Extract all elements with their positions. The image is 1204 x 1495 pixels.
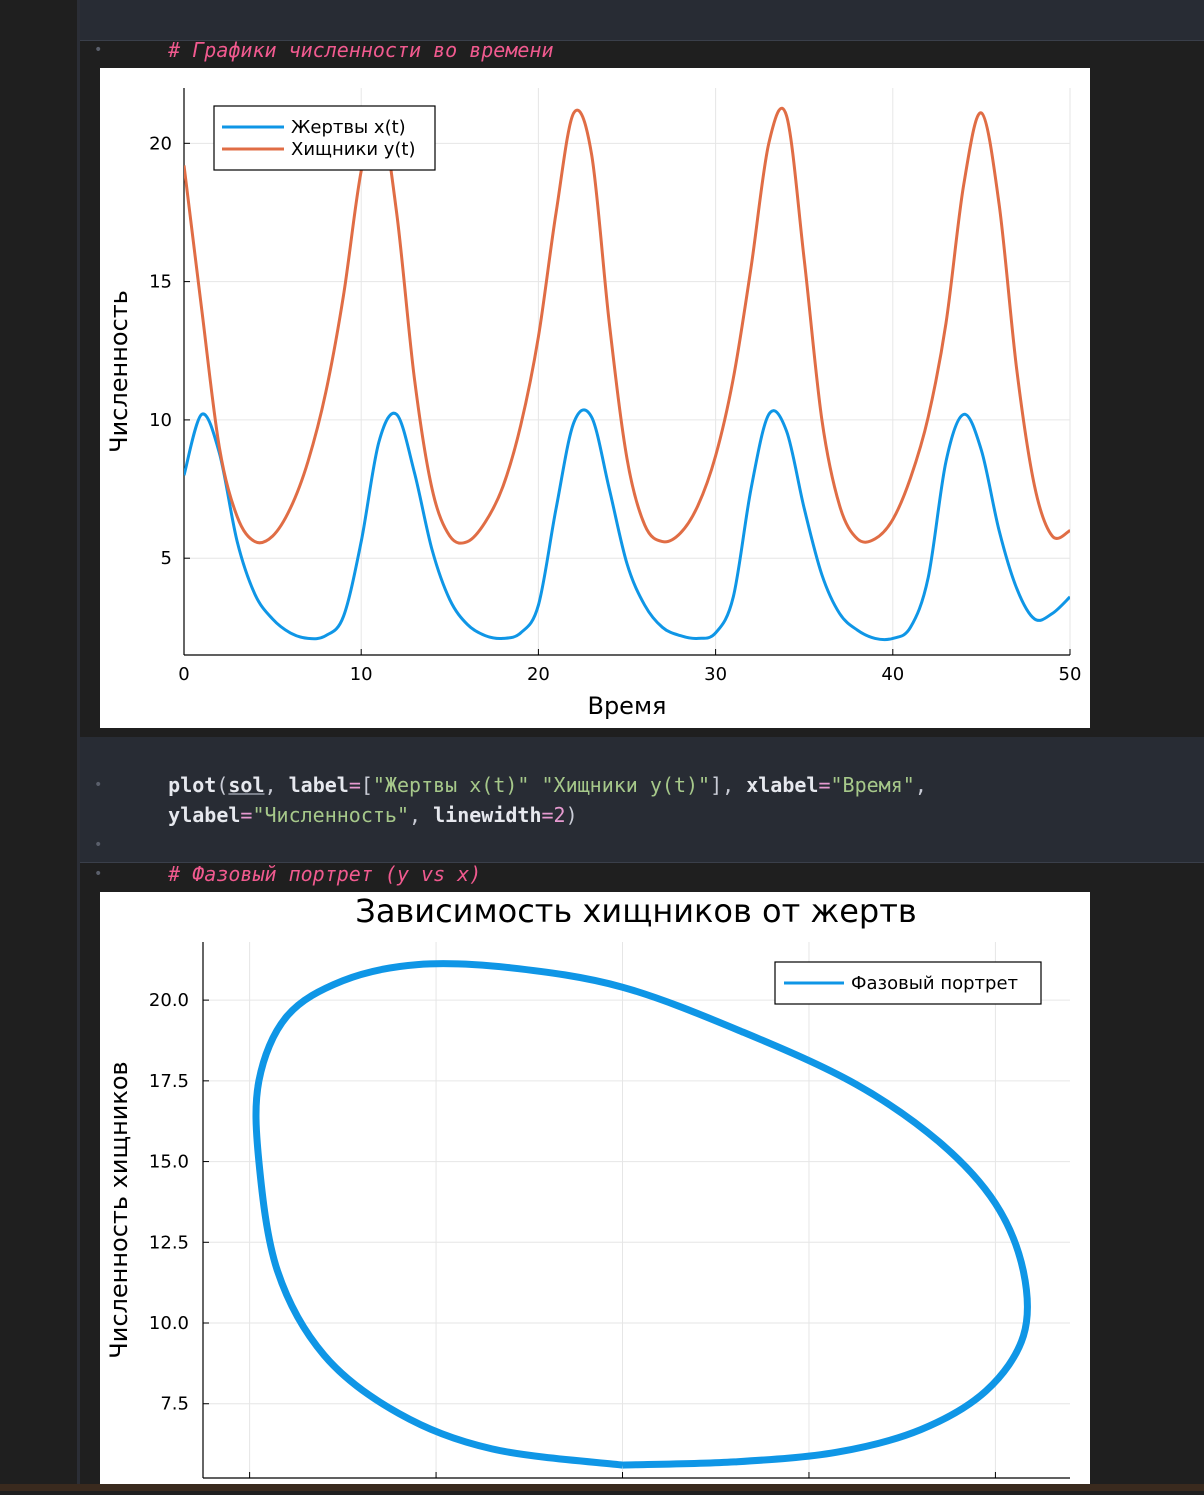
code-line: • # Графики численности во времени	[94, 5, 553, 62]
string-literal: "Численность"	[252, 803, 410, 827]
phase-curve	[252, 960, 1031, 1469]
x-tick-label: 50	[1059, 664, 1082, 685]
line-bullet-icon: •	[94, 42, 103, 58]
legend: Фазовый портрет	[774, 961, 1042, 1005]
comma: ,	[914, 773, 927, 797]
y-tick-label: 17.5	[149, 1071, 189, 1092]
phase-portrait-chart: 7.5 10.0 12.5 15.0 17.5 20.0 Зависимость хищни…	[105, 892, 1070, 1479]
keyword-arg: ylabel	[168, 803, 241, 827]
y-tick-label: 10.0	[149, 1313, 189, 1334]
y-axis-label: Численность	[105, 290, 133, 453]
x-axis-label: Время	[587, 692, 666, 720]
y-tick-label: 10	[149, 410, 172, 431]
y-tick-label: 12.5	[149, 1232, 189, 1253]
legend: Жертвы x(t)Хищники y(t)	[213, 105, 436, 171]
operator: =	[240, 803, 253, 827]
legend-label: Хищники y(t)	[291, 139, 416, 160]
y-tick-label: 20.0	[149, 990, 189, 1011]
line-bullet-icon: •	[94, 866, 103, 882]
y-tick-label: 7.5	[160, 1394, 189, 1415]
y-tick-label: 15	[149, 272, 172, 293]
comma: ,	[264, 773, 289, 797]
variable-name[interactable]: sol	[228, 773, 265, 797]
code-comment: # Фазовый портрет (y vs x)	[168, 862, 482, 886]
x-tick-label: 10	[350, 664, 373, 685]
operator: =	[541, 803, 554, 827]
bracket: [	[360, 773, 373, 797]
code-line-empty: •	[94, 800, 168, 853]
series-line-predator	[184, 106, 1070, 545]
y-tick-label: 5	[161, 548, 172, 569]
string-literal: "Время"	[830, 773, 915, 797]
code-comment: # Графики численности во времени	[168, 38, 554, 62]
keyword-arg: xlabel	[746, 773, 819, 797]
function-name: plot	[168, 773, 217, 797]
code-cell-plot[interactable]: • plot(sol, label=["Жертвы x(t)" "Хищники…	[80, 737, 1204, 886]
time-series-plot: 0 10 20 30 40 50 5 10 15 20 Время Численность Жертвы…	[100, 68, 1090, 728]
series-line-prey	[184, 408, 1070, 642]
code-line: • plot(sol, label=["Жертвы x(t)" "Хищники…	[94, 740, 927, 797]
notebook-cell-rail	[77, 0, 80, 1491]
keyword-arg: label	[288, 773, 349, 797]
code-line: • # Фазовый портрет (y vs x)	[94, 829, 481, 886]
time-series-chart: 0 10 20 30 40 50 5 10 15 20 Время Численность Жертвы…	[105, 88, 1082, 720]
line-bullet-icon: •	[94, 837, 103, 853]
phase-portrait-plot: 7.5 10.0 12.5 15.0 17.5 20.0 Зависимость хищни…	[100, 892, 1090, 1491]
y-axis-label: Численность хищников	[105, 1061, 133, 1358]
plot-area	[184, 106, 1070, 642]
bracket: ],	[710, 773, 747, 797]
y-tick-label: 15.0	[149, 1152, 189, 1173]
legend-label: Фазовый портрет	[851, 973, 1018, 994]
paren-close: )	[565, 803, 578, 827]
keyword-arg: linewidth	[433, 803, 542, 827]
code-line: ylabel="Численность", linewidth=2)	[120, 770, 577, 827]
y-tick-label: 20	[149, 133, 172, 154]
legend-box	[213, 105, 436, 171]
legend-label: Жертвы x(t)	[291, 117, 406, 138]
line-bullet-icon: •	[94, 777, 103, 793]
operator: =	[348, 773, 361, 797]
number-literal: 2	[553, 803, 566, 827]
x-tick-label: 0	[178, 664, 189, 685]
comma: ,	[409, 803, 434, 827]
code-cell-top[interactable]: • # Графики численности во времени	[80, 0, 1204, 62]
x-tick-label: 30	[704, 664, 727, 685]
x-tick-label: 20	[527, 664, 550, 685]
chart-title: Зависимость хищников от жертв	[355, 892, 916, 930]
status-bar	[0, 1484, 1204, 1491]
operator: =	[818, 773, 831, 797]
string-literal: "Хищники y(t)"	[541, 773, 711, 797]
x-tick-label: 40	[881, 664, 904, 685]
paren-open: (	[216, 773, 229, 797]
string-literal: "Жертвы x(t)"	[372, 773, 530, 797]
